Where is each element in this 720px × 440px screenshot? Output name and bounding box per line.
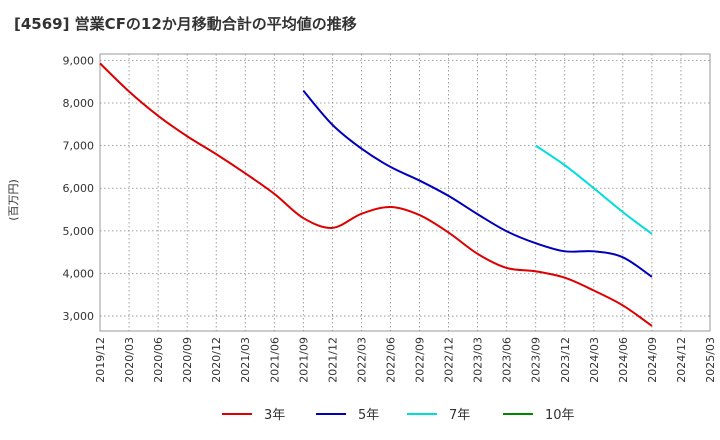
x-tick-label: 2021/06 <box>268 337 281 383</box>
legend-label-1: 3年 <box>264 408 285 423</box>
series-line-2 <box>302 90 653 278</box>
y-tick-label: 9,000 <box>63 54 95 67</box>
x-tick-label: 2020/06 <box>152 337 165 383</box>
legend-label-2: 5年 <box>358 408 379 423</box>
x-tick-label: 2023/03 <box>472 337 485 383</box>
series-line-3 <box>535 144 653 235</box>
plot-background <box>99 53 711 332</box>
legend-label-3: 7年 <box>449 408 470 423</box>
x-tick-label: 2020/03 <box>123 337 136 383</box>
x-tick-label: 2023/06 <box>501 337 514 383</box>
x-tick-label: 2023/12 <box>559 337 572 383</box>
grid-lines <box>100 54 710 331</box>
x-tick-label: 2021/03 <box>239 337 252 383</box>
y-axis-label: (百万円) <box>7 179 20 221</box>
x-tick-label: 2022/03 <box>355 337 368 383</box>
y-tick-label: 7,000 <box>63 140 95 153</box>
x-tick-label: 2020/12 <box>210 337 223 383</box>
legend: 3年 5年 7年 10年 <box>222 408 575 423</box>
series-line-1 <box>99 62 653 327</box>
chart-title: [4569] 営業CFの12か月移動合計の平均値の推移 <box>14 15 357 33</box>
x-tick-label: 2023/09 <box>530 337 543 383</box>
x-tick-label: 2021/12 <box>326 337 339 383</box>
x-axis-ticks: 2019/12 2020/03 2020/06 2020/09 2020/12 2021/… <box>94 337 717 383</box>
x-tick-label: 2025/03 <box>704 337 717 383</box>
x-tick-label: 2022/12 <box>443 337 456 383</box>
legend-label-4: 10年 <box>545 408 575 423</box>
x-tick-label: 2022/06 <box>384 337 397 383</box>
y-tick-label: 5,000 <box>63 225 95 238</box>
x-tick-label: 2021/09 <box>297 337 310 383</box>
x-tick-label: 2019/12 <box>94 337 107 383</box>
y-tick-label: 3,000 <box>63 310 95 323</box>
x-tick-label: 2024/12 <box>675 337 688 383</box>
x-tick-label: 2022/09 <box>414 337 427 383</box>
x-tick-label: 2020/09 <box>181 337 194 383</box>
y-tick-label: 4,000 <box>63 267 95 280</box>
y-tick-label: 8,000 <box>63 97 95 110</box>
y-axis-ticks: 3,000 4,000 5,000 6,000 7,000 8,000 9,000 <box>63 54 95 323</box>
x-tick-label: 2024/03 <box>588 337 601 383</box>
series-lines <box>99 62 653 327</box>
x-tick-label: 2024/06 <box>617 337 630 383</box>
x-tick-label: 2024/09 <box>646 337 659 383</box>
y-tick-label: 6,000 <box>63 182 95 195</box>
plot-frame <box>99 53 711 332</box>
